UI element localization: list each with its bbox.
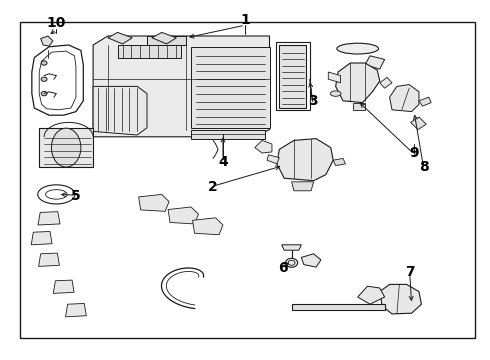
Polygon shape	[419, 97, 431, 106]
Polygon shape	[147, 36, 186, 45]
Text: 9: 9	[409, 146, 419, 160]
Polygon shape	[118, 45, 181, 58]
Polygon shape	[31, 231, 52, 245]
Polygon shape	[390, 85, 419, 112]
Polygon shape	[277, 139, 333, 181]
Polygon shape	[139, 194, 169, 211]
Text: 3: 3	[308, 94, 318, 108]
Polygon shape	[41, 36, 53, 46]
Polygon shape	[411, 117, 426, 130]
Polygon shape	[191, 47, 270, 128]
Polygon shape	[66, 303, 86, 317]
Polygon shape	[282, 245, 301, 250]
Polygon shape	[168, 207, 198, 224]
Polygon shape	[39, 128, 93, 167]
Polygon shape	[328, 72, 341, 83]
Text: 5: 5	[71, 189, 81, 203]
Text: 8: 8	[419, 161, 429, 174]
Text: 2: 2	[208, 180, 218, 194]
Polygon shape	[358, 286, 385, 304]
Polygon shape	[292, 182, 314, 191]
Text: 10: 10	[47, 17, 66, 30]
Bar	[20, 22, 475, 338]
Polygon shape	[191, 130, 265, 139]
Polygon shape	[353, 103, 365, 110]
Polygon shape	[38, 212, 60, 225]
Polygon shape	[267, 155, 279, 164]
Ellipse shape	[337, 43, 378, 54]
Polygon shape	[279, 45, 306, 108]
Polygon shape	[193, 218, 223, 235]
Text: 6: 6	[278, 261, 288, 275]
Ellipse shape	[41, 91, 47, 96]
Polygon shape	[333, 158, 345, 166]
Polygon shape	[108, 32, 132, 44]
Ellipse shape	[41, 61, 47, 65]
Text: 4: 4	[218, 155, 228, 169]
Polygon shape	[380, 77, 392, 88]
Polygon shape	[292, 304, 385, 310]
Polygon shape	[93, 36, 270, 137]
Polygon shape	[365, 56, 385, 69]
Ellipse shape	[41, 77, 47, 81]
Polygon shape	[336, 63, 380, 103]
Polygon shape	[380, 284, 421, 314]
Text: 1: 1	[240, 13, 250, 27]
Polygon shape	[301, 254, 321, 267]
Ellipse shape	[285, 258, 297, 267]
Polygon shape	[152, 32, 176, 44]
Polygon shape	[93, 86, 147, 135]
Polygon shape	[39, 253, 59, 266]
Ellipse shape	[330, 91, 341, 96]
Ellipse shape	[51, 128, 81, 167]
Polygon shape	[53, 280, 74, 293]
Polygon shape	[255, 140, 272, 153]
Text: 7: 7	[405, 265, 415, 279]
